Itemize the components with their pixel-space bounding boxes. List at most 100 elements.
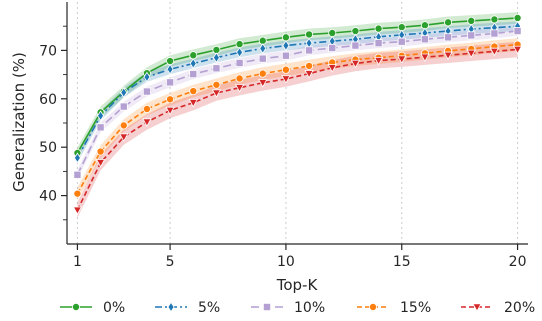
point-20pct-12 bbox=[327, 64, 337, 73]
point-10pct-15 bbox=[397, 37, 406, 46]
y-axis-label: Generalization (%) bbox=[10, 52, 28, 192]
point-10pct-19 bbox=[490, 29, 499, 38]
point-0pct-17 bbox=[444, 18, 453, 27]
point-10pct-8 bbox=[235, 58, 244, 67]
point-5pct-10 bbox=[282, 40, 290, 51]
legend-label-10pct: 10% bbox=[294, 300, 325, 316]
point-15pct-6 bbox=[189, 87, 198, 96]
legend-label-0pct: 0% bbox=[103, 300, 125, 316]
legend-marker-5pct bbox=[167, 301, 175, 313]
point-10pct-3 bbox=[119, 102, 128, 111]
point-15pct-2 bbox=[96, 147, 105, 156]
point-10pct-13 bbox=[351, 41, 360, 50]
point-0pct-8 bbox=[235, 40, 244, 49]
point-0pct-14 bbox=[374, 24, 383, 33]
point-0pct-11 bbox=[305, 30, 314, 39]
x-tick-label-15: 15 bbox=[393, 254, 411, 270]
point-0pct-19 bbox=[490, 15, 499, 24]
axes bbox=[61, 2, 528, 250]
point-5pct-2 bbox=[97, 110, 105, 122]
legend-label-5pct: 5% bbox=[198, 300, 220, 316]
point-10pct-6 bbox=[189, 70, 198, 79]
point-20pct-5 bbox=[165, 106, 175, 116]
confidence-bands bbox=[77, 12, 518, 218]
point-10pct-9 bbox=[258, 54, 267, 63]
legend-label-20pct: 20% bbox=[504, 300, 535, 316]
point-10pct-5 bbox=[166, 78, 175, 87]
y-tick-label-40: 40 bbox=[39, 189, 57, 205]
point-15pct-1 bbox=[73, 189, 82, 198]
point-20pct-19 bbox=[489, 47, 500, 57]
point-10pct-7 bbox=[212, 64, 221, 73]
point-10pct-4 bbox=[142, 87, 151, 96]
point-10pct-17 bbox=[444, 33, 453, 42]
x-tick-label-20: 20 bbox=[509, 254, 527, 270]
point-20pct-15 bbox=[397, 55, 407, 64]
point-20pct-14 bbox=[373, 56, 384, 66]
legend-label-15pct: 15% bbox=[400, 300, 431, 316]
band-15pct bbox=[77, 38, 518, 200]
point-10pct-12 bbox=[328, 43, 337, 52]
point-20pct-20 bbox=[512, 45, 523, 55]
point-20pct-8 bbox=[234, 84, 245, 93]
point-5pct-3 bbox=[120, 87, 128, 98]
point-20pct-4 bbox=[142, 118, 152, 127]
line-20pct bbox=[76, 48, 518, 211]
point-5pct-5 bbox=[166, 63, 174, 75]
point-0pct-5 bbox=[166, 57, 175, 66]
point-10pct-16 bbox=[420, 35, 429, 44]
point-0pct-18 bbox=[467, 16, 476, 25]
legend-marker-15pct bbox=[368, 302, 377, 311]
series-markers bbox=[72, 13, 523, 215]
point-5pct-4 bbox=[143, 71, 151, 83]
point-20pct-2 bbox=[95, 159, 106, 168]
point-5pct-9 bbox=[259, 43, 267, 54]
point-20pct-11 bbox=[304, 70, 314, 79]
point-0pct-20 bbox=[513, 13, 522, 22]
point-20pct-18 bbox=[466, 49, 476, 59]
point-20pct-9 bbox=[258, 79, 268, 88]
line-5pct bbox=[76, 25, 518, 159]
x-tick-label-5: 5 bbox=[166, 254, 175, 270]
point-5pct-8 bbox=[236, 47, 244, 58]
point-10pct-11 bbox=[305, 46, 314, 55]
point-15pct-5 bbox=[166, 95, 175, 104]
x-tick-label-1: 1 bbox=[73, 254, 82, 270]
point-10pct-18 bbox=[467, 31, 476, 40]
point-10pct-10 bbox=[281, 51, 290, 60]
point-20pct-1 bbox=[72, 206, 83, 215]
point-15pct-7 bbox=[212, 80, 221, 89]
point-10pct-20 bbox=[513, 27, 522, 36]
point-5pct-6 bbox=[189, 58, 197, 69]
point-10pct-1 bbox=[73, 170, 82, 179]
x-tick-label-10: 10 bbox=[277, 254, 295, 270]
point-20pct-6 bbox=[188, 99, 198, 108]
point-20pct-16 bbox=[420, 53, 430, 62]
point-20pct-17 bbox=[443, 51, 453, 61]
point-20pct-3 bbox=[119, 133, 129, 142]
point-20pct-7 bbox=[211, 89, 222, 98]
y-tick-label-70: 70 bbox=[39, 43, 57, 59]
point-5pct-1 bbox=[73, 152, 81, 164]
point-0pct-12 bbox=[328, 28, 337, 37]
legend-marker-10pct bbox=[262, 302, 271, 311]
line-15pct bbox=[76, 43, 518, 195]
y-tick-label-50: 50 bbox=[39, 140, 57, 156]
x-axis-label: Top-K bbox=[276, 276, 319, 294]
point-10pct-2 bbox=[96, 123, 105, 132]
legend-marker-0pct bbox=[72, 302, 81, 311]
point-0pct-6 bbox=[189, 51, 198, 60]
point-0pct-13 bbox=[351, 27, 360, 36]
point-15pct-4 bbox=[142, 104, 151, 113]
point-10pct-14 bbox=[374, 39, 383, 48]
point-0pct-10 bbox=[281, 33, 290, 42]
point-20pct-10 bbox=[281, 75, 291, 84]
point-15pct-8 bbox=[235, 74, 244, 83]
legend: 0% 5% 10% 15% 20% bbox=[60, 300, 535, 316]
band-0pct bbox=[77, 12, 518, 159]
y-tick-label-60: 60 bbox=[39, 92, 57, 108]
point-15pct-10 bbox=[281, 65, 290, 74]
legend-marker-20pct bbox=[472, 303, 482, 312]
